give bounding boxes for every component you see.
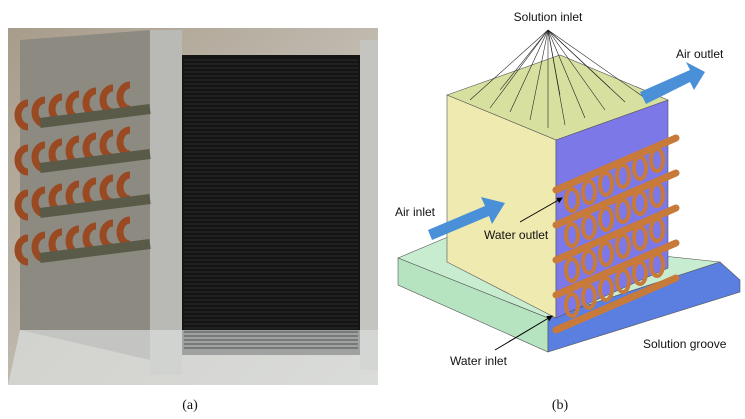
figure: (a) Solution inlet Air outlet Air inlet … — [0, 0, 745, 419]
label: Air inlet — [395, 205, 436, 219]
caption: (b) — [552, 398, 569, 413]
label: Air outlet — [676, 47, 724, 61]
air-outlet-arrow — [640, 62, 705, 104]
caption: (a) — [182, 398, 198, 413]
label: Solution groove — [643, 337, 727, 351]
frame-post — [360, 40, 378, 370]
label: Water inlet — [450, 354, 508, 368]
label: Solution inlet — [514, 10, 583, 24]
glass-tray — [8, 330, 378, 385]
photo — [8, 28, 378, 385]
frame-post — [150, 30, 182, 375]
page: (a) Solution inlet Air outlet Air inlet … — [0, 0, 745, 419]
diagram — [398, 30, 740, 352]
label: Water outlet — [484, 228, 549, 242]
